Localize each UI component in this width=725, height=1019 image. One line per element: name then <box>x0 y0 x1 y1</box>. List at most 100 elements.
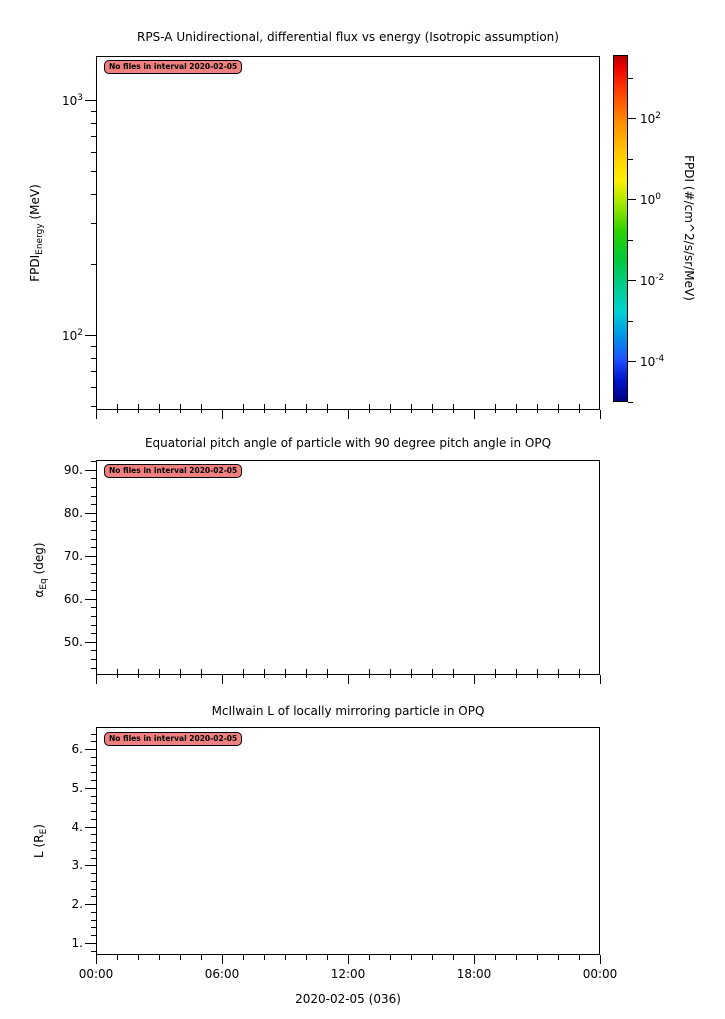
x-tick-label: 06:00 <box>204 967 240 981</box>
colorbar-major-tick <box>628 361 636 362</box>
lshell-x-minor-tick <box>306 955 307 960</box>
lshell-x-minor-tick <box>138 955 139 960</box>
flux-x-minor-tick <box>558 404 559 413</box>
lshell-x-major-tick <box>96 955 97 964</box>
x-axis-label: 2020-02-05 (036) <box>295 992 401 1006</box>
lshell-y-minor-tick <box>91 780 96 781</box>
x-tick-label: 18:00 <box>456 967 492 981</box>
lshell-y-minor-tick <box>91 935 96 936</box>
pitch-plot-area <box>96 460 600 675</box>
lshell-y-tick-label: 2. <box>71 897 83 911</box>
lshell-x-minor-tick <box>411 955 412 960</box>
lshell-y-tick-label: 1. <box>71 936 83 950</box>
lshell-x-minor-tick <box>327 955 328 960</box>
colorbar-major-tick <box>628 118 636 119</box>
flux-x-minor-tick <box>285 404 286 413</box>
pitch-y-minor-tick <box>91 573 96 574</box>
lshell-y-minor-tick <box>91 889 96 890</box>
flux-x-minor-tick <box>432 404 433 413</box>
lshell-x-minor-tick <box>495 955 496 960</box>
flux-ylabel-subscript: Energy <box>35 223 46 255</box>
colorbar-minor-tick <box>628 321 633 322</box>
lshell-x-minor-tick <box>558 955 559 960</box>
flux-y-minor-tick <box>91 223 96 224</box>
flux-y-minor-tick <box>91 264 96 265</box>
lshell-y-tick-label: 5. <box>71 781 83 795</box>
lshell-y-minor-tick <box>91 927 96 928</box>
lshell-y-minor-tick <box>91 803 96 804</box>
x-tick-label: 00:00 <box>582 967 618 981</box>
lshell-x-minor-tick <box>243 955 244 960</box>
lshell-x-minor-tick <box>579 955 580 960</box>
pitch-x-minor-tick <box>579 669 580 678</box>
flux-y-minor-tick <box>91 346 96 347</box>
lshell-y-minor-tick <box>91 765 96 766</box>
flux-y-minor-tick <box>91 111 96 112</box>
pitch-y-minor-tick <box>91 539 96 540</box>
pitch-x-minor-tick <box>369 669 370 678</box>
pitch-x-major-tick <box>474 675 475 684</box>
pitch-x-minor-tick <box>117 669 118 678</box>
pitch-y-minor-tick <box>91 530 96 531</box>
pitch-y-major-tick <box>85 556 96 557</box>
pitch-y-major-tick <box>85 513 96 514</box>
pitch-x-major-tick <box>222 675 223 684</box>
no-files-annotation: No files in interval 2020-02-05 <box>104 60 243 74</box>
colorbar-minor-tick <box>628 78 633 79</box>
pitch-y-minor-tick <box>91 496 96 497</box>
flux-x-minor-tick <box>369 404 370 413</box>
flux-y-tick-label: 103 <box>61 93 83 108</box>
flux-x-minor-tick <box>579 404 580 413</box>
pitch-x-minor-tick <box>138 669 139 678</box>
lshell-y-minor-tick <box>91 772 96 773</box>
lshell-x-minor-tick <box>117 955 118 960</box>
pitch-x-minor-tick <box>306 669 307 678</box>
lshell-y-minor-tick <box>91 858 96 859</box>
lshell-x-minor-tick <box>159 955 160 960</box>
flux-y-minor-tick <box>91 387 96 388</box>
lshell-y-minor-tick <box>91 819 96 820</box>
colorbar-label-text: FPDI (#/cm^2/s/sr/MeV) <box>682 155 696 301</box>
pitch-x-major-tick <box>96 675 97 684</box>
pitch-y-minor-tick <box>91 625 96 626</box>
lshell-x-minor-tick <box>432 955 433 960</box>
lshell-x-minor-tick <box>201 955 202 960</box>
flux-ylabel-unit: (MeV) <box>27 184 42 224</box>
flux-x-minor-tick <box>243 404 244 413</box>
flux-y-minor-tick <box>91 358 96 359</box>
flux-ylabel-text: FPDI <box>27 254 42 282</box>
flux-y-minor-tick <box>91 171 96 172</box>
flux-x-minor-tick <box>264 404 265 413</box>
lshell-x-minor-tick <box>453 955 454 960</box>
flux-x-major-tick <box>600 410 601 419</box>
lshell-x-minor-tick <box>264 955 265 960</box>
pitch-x-minor-tick <box>558 669 559 678</box>
lshell-y-minor-tick <box>91 873 96 874</box>
colorbar-minor-tick <box>628 402 633 403</box>
lshell-y-minor-tick <box>91 842 96 843</box>
flux-x-minor-tick <box>453 404 454 413</box>
lshell-x-minor-tick <box>180 955 181 960</box>
pitch-x-minor-tick <box>516 669 517 678</box>
flux-x-major-tick <box>96 410 97 419</box>
flux-x-minor-tick <box>495 404 496 413</box>
pitch-y-minor-tick <box>91 564 96 565</box>
x-tick-label: 12:00 <box>330 967 366 981</box>
flux-x-minor-tick <box>180 404 181 413</box>
flux-y-minor-tick <box>91 194 96 195</box>
lshell-y-minor-tick <box>91 811 96 812</box>
colorbar-tick-label: 10-2 <box>640 273 665 288</box>
pitch-y-minor-tick <box>91 582 96 583</box>
lshell-y-major-tick <box>85 943 96 944</box>
pitch-y-tick-label: 90. <box>63 463 83 477</box>
flux-x-minor-tick <box>411 404 412 413</box>
lshell-y-major-tick <box>85 865 96 866</box>
flux-y-minor-tick <box>91 136 96 137</box>
lshell-x-minor-tick <box>369 955 370 960</box>
pitch-x-minor-tick <box>537 669 538 678</box>
lshell-y-minor-tick <box>91 741 96 742</box>
pitch-x-minor-tick <box>243 669 244 678</box>
flux-y-tick-label: 102 <box>61 328 83 343</box>
flux-x-minor-tick <box>117 404 118 413</box>
lshell-y-minor-tick <box>91 881 96 882</box>
